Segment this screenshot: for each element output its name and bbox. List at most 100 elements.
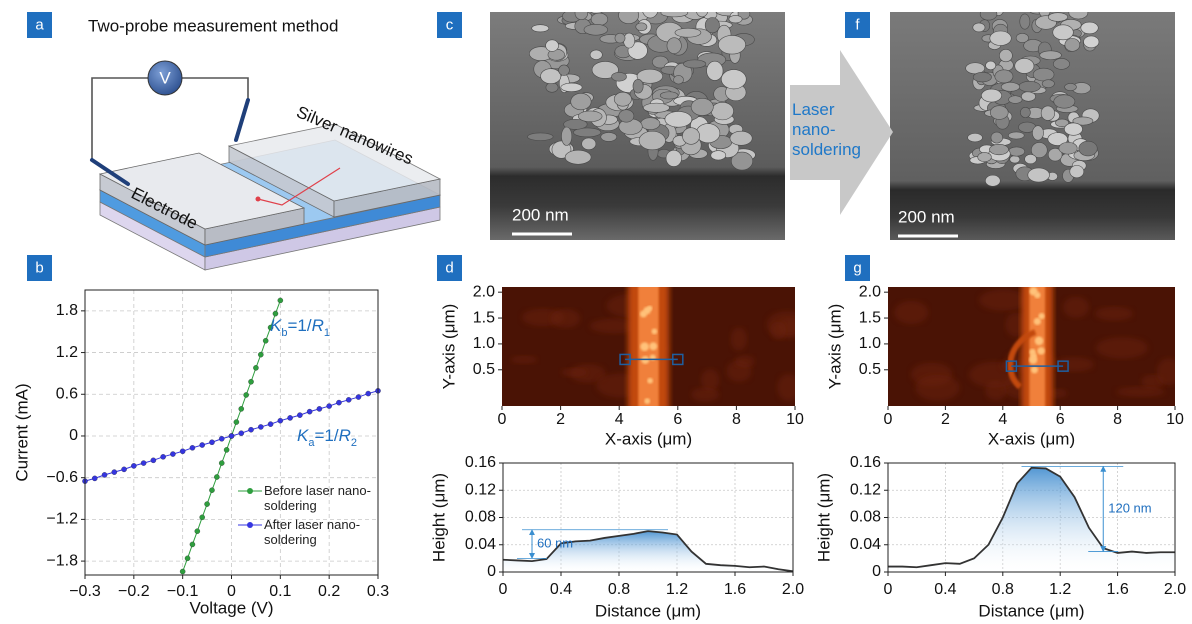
sem-grain [690, 98, 714, 116]
data-point [189, 541, 196, 548]
sem-grain [665, 149, 682, 167]
x-axis-label: X-axis (μm) [988, 429, 1075, 448]
afm-noise [1053, 356, 1094, 372]
sem-grain [632, 79, 644, 94]
x-tick-label: −0.1 [167, 583, 199, 600]
sem-grain [1014, 58, 1035, 74]
data-point [214, 474, 220, 480]
sem-grain [1032, 125, 1044, 141]
data-point [179, 448, 186, 455]
sem-grain [720, 69, 747, 90]
sem-grain [666, 37, 682, 54]
x-tick-label: 2.0 [1164, 581, 1186, 598]
profile-endpoint [1057, 360, 1069, 372]
sem-grain [1080, 21, 1099, 35]
x-tick-label: 0 [884, 411, 893, 428]
data-point [209, 439, 215, 445]
x-tick-label: 8 [732, 411, 741, 428]
panel-label-box [27, 255, 52, 281]
sem-grain [1047, 12, 1068, 22]
sem-grain [674, 27, 702, 38]
sem-grain [1019, 13, 1031, 30]
sem-grain [1039, 50, 1062, 60]
y-tick-label: −1.2 [46, 511, 78, 528]
sem-grain [999, 49, 1013, 63]
panel-label: d [445, 259, 453, 276]
y-axis-label: Height (μm) [814, 473, 833, 562]
sem-grain [545, 39, 559, 52]
sem-grain [981, 88, 1002, 103]
afm-noise [734, 355, 755, 368]
data-point [184, 555, 191, 562]
annotation-part: a [308, 437, 315, 449]
sem-grain [574, 12, 589, 21]
afm-wire-spot [1029, 287, 1038, 296]
annotation-part: 2 [351, 437, 357, 449]
chart: 0.5 1.0 1.5 2.0 0 2 4 6 8 10 X-axis (μm) Y-axis (μm… [825, 283, 1184, 448]
afm-wire-spot [1038, 313, 1045, 320]
afm-curl [1007, 329, 1037, 390]
y-axis-label: Current (mA) [12, 383, 31, 481]
panel-labels: a b c d f g [27, 12, 870, 281]
profile-endpoint [619, 353, 631, 366]
afm-wire-spot [1030, 352, 1037, 360]
x-tick-label: 6 [1056, 411, 1065, 428]
afm-noise [915, 374, 960, 401]
y-tick-label: 0 [69, 427, 78, 444]
x-tick-label: 0 [884, 581, 893, 598]
x-tick-label: 0 [499, 581, 508, 598]
data-point [140, 460, 147, 466]
height-label: 120 nm [1108, 500, 1151, 515]
data-point [316, 406, 323, 412]
sem-grain [560, 82, 583, 93]
pointer-dot [255, 196, 261, 202]
data-point [199, 442, 205, 448]
sem-grain [710, 101, 734, 121]
process-arrow [790, 50, 893, 215]
sem-grain [1009, 155, 1021, 164]
sem-grain [577, 110, 603, 122]
panel-label-box [845, 255, 870, 281]
slope-annotation: Kb=1/R1 [270, 316, 330, 338]
afm-noise [1095, 306, 1134, 321]
annotation-part: R [312, 316, 324, 335]
afm-wire-spot [647, 377, 653, 384]
sem-grain [673, 75, 684, 85]
panel-label: c [446, 16, 454, 33]
data-point [253, 365, 259, 371]
data-point [218, 436, 225, 442]
data-point [238, 430, 245, 436]
afm-noise [1096, 337, 1148, 359]
x-tick-label: −0.3 [69, 583, 101, 600]
data-point [297, 412, 303, 418]
sem-grain [985, 174, 1001, 187]
data-point [258, 424, 264, 430]
x-tick-label: −0.2 [118, 583, 150, 600]
y-tick-label: 0.5 [859, 361, 881, 378]
sem-grain [652, 55, 669, 69]
electrode [227, 123, 442, 202]
sem-grain [1031, 142, 1048, 158]
data-point [238, 406, 245, 412]
afm-wire-spot [640, 342, 650, 352]
x-tick-label: 6 [673, 411, 682, 428]
panel-label: a [35, 16, 44, 33]
x-tick-label: 0.3 [367, 583, 389, 600]
y-tick-label: 1.5 [859, 309, 881, 326]
data-point [243, 392, 249, 398]
x-tick-label: 0 [227, 583, 236, 600]
sem-grain [972, 22, 986, 33]
scale-bar-label: 200 nm [512, 205, 569, 224]
afm-noise [894, 300, 929, 325]
x-tick-label: 1.6 [1106, 581, 1128, 598]
annotation-part: =1/ [314, 426, 338, 445]
sem-grain [570, 93, 592, 111]
data-point [267, 324, 274, 331]
sem-grain [729, 130, 753, 146]
data-point [101, 472, 108, 478]
sem-grain [1064, 38, 1081, 52]
afm-noise [700, 369, 720, 392]
sem-grain [1015, 32, 1029, 43]
sem-grain [558, 64, 570, 76]
sem-grain [563, 118, 588, 130]
